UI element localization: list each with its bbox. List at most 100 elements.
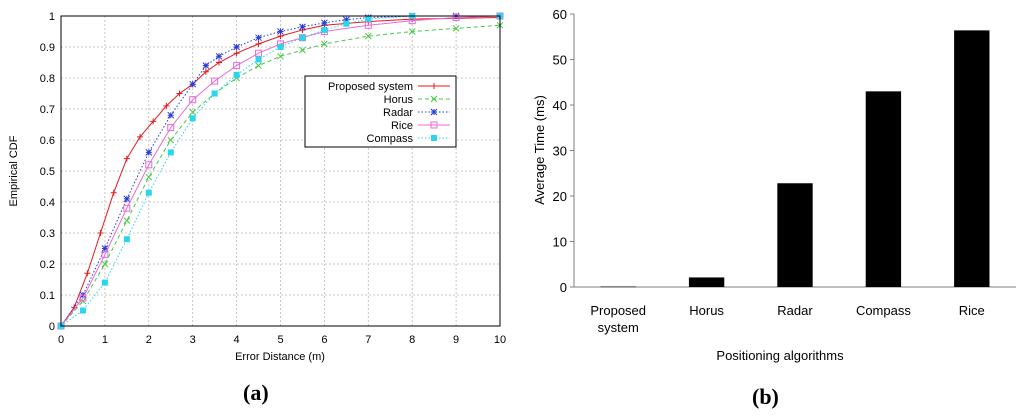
cdf-point-proposed-system bbox=[110, 189, 117, 196]
cdf-point-radar bbox=[202, 62, 210, 69]
cdf-x-tick-label: 8 bbox=[409, 334, 415, 346]
cdf-x-axis-label: Error Distance (m) bbox=[235, 351, 325, 363]
cdf-point-radar bbox=[101, 245, 109, 252]
cdf-point-radar bbox=[145, 149, 153, 156]
cdf-legend-marker-radar bbox=[430, 108, 438, 116]
cdf-point-rice bbox=[189, 96, 197, 104]
cdf-point-proposed-system bbox=[84, 270, 91, 277]
cdf-point-proposed-system bbox=[202, 68, 209, 75]
cdf-point-rice bbox=[145, 161, 153, 169]
cdf-point-proposed-system bbox=[176, 90, 183, 97]
cdf-point-compass bbox=[233, 71, 240, 78]
bar-category-label: Compass bbox=[856, 303, 911, 318]
bar-y-axis-label: Average Time (ms) bbox=[532, 95, 547, 205]
cdf-x-tick-label: 7 bbox=[365, 334, 371, 346]
bar-category-label: Proposed system bbox=[590, 303, 646, 335]
cdf-point-compass bbox=[365, 16, 372, 23]
cdf-point-radar bbox=[321, 19, 328, 27]
cdf-point-proposed-system bbox=[123, 155, 130, 162]
cdf-legend-label-compass: Compass bbox=[367, 133, 414, 145]
cdf-y-tick-label: 1 bbox=[49, 11, 55, 23]
cdf-point-compass bbox=[299, 34, 306, 41]
cdf-x-tick-label: 2 bbox=[146, 334, 152, 346]
cdf-point-rice bbox=[364, 21, 372, 29]
cdf-point-proposed-system bbox=[150, 118, 157, 125]
cdf-legend-marker-compass bbox=[431, 135, 437, 141]
cdf-x-tick-label: 6 bbox=[321, 334, 327, 346]
cdf-point-horus bbox=[255, 62, 262, 69]
cdf-point-compass bbox=[101, 279, 108, 286]
time-bar-chart: 0 10 20 30 40 50 60 Proposed system Horus Radar Com… bbox=[532, 7, 1016, 363]
cdf-line-proposed-system bbox=[60, 17, 501, 327]
cdf-point-radar bbox=[215, 52, 223, 60]
cdf-point-horus bbox=[101, 260, 109, 268]
cdf-point-radar bbox=[277, 28, 284, 35]
cdf-legend-label-proposed-system: Proposed system bbox=[328, 81, 413, 93]
cdf-point-radar bbox=[233, 43, 240, 51]
cdf-point-horus bbox=[277, 52, 284, 60]
cdf-point-proposed-system bbox=[216, 59, 223, 66]
cdf-y-tick-label: 0.9 bbox=[40, 42, 55, 54]
cdf-line-compass bbox=[60, 15, 500, 327]
cdf-point-compass bbox=[211, 90, 218, 97]
cdf-point-radar bbox=[299, 23, 306, 31]
cdf-point-compass bbox=[123, 236, 130, 243]
cdf-point-rice bbox=[101, 251, 109, 259]
cdf-point-radar bbox=[255, 34, 262, 42]
cdf-line-horus bbox=[60, 24, 501, 327]
cdf-point-proposed-system bbox=[233, 50, 240, 57]
bar-y-tick-label: 20 bbox=[553, 189, 567, 204]
cdf-x-tick-label: 9 bbox=[453, 334, 459, 346]
cdf-point-rice bbox=[255, 49, 263, 57]
panel-label-a: (a) bbox=[243, 380, 269, 405]
cdf-y-tick-label: 0 bbox=[49, 321, 55, 333]
cdf-y-tick-label: 0.7 bbox=[40, 104, 55, 116]
cdf-line-rice bbox=[60, 15, 501, 327]
cdf-y-tick-label: 0.6 bbox=[40, 135, 55, 147]
cdf-grid bbox=[60, 15, 501, 327]
cdf-legend-label-rice: Rice bbox=[391, 120, 413, 132]
bar-y-tick-label: 40 bbox=[553, 98, 567, 113]
cdf-series-group bbox=[57, 12, 504, 330]
cdf-point-horus bbox=[145, 173, 153, 181]
cdf-point-compass bbox=[145, 189, 152, 196]
cdf-point-proposed-system bbox=[163, 102, 170, 109]
cdf-point-compass bbox=[343, 20, 350, 27]
bar-horus bbox=[688, 277, 725, 287]
cdf-point-radar bbox=[342, 16, 350, 24]
cdf-x-tick-label: 3 bbox=[190, 334, 196, 346]
cdf-point-compass bbox=[255, 56, 262, 63]
bar-x-axis-label: Positioning algorithms bbox=[716, 348, 844, 363]
bar-radar bbox=[777, 183, 813, 287]
panel-label-b: (b) bbox=[752, 384, 779, 409]
bar-proposed-system bbox=[600, 286, 636, 288]
cdf-tick-labels: 0 1 2 3 4 5 6 7 8 9 10 0 0.1 0.2 0.3 0.4 0.5 0.6 0.7 0.8 0.9… bbox=[40, 11, 506, 346]
cdf-point-compass bbox=[277, 44, 284, 50]
cdf-legend-label-radar: Radar bbox=[383, 107, 413, 119]
cdf-point-horus bbox=[321, 40, 328, 48]
cdf-point-horus bbox=[189, 108, 197, 116]
cdf-point-proposed-system bbox=[137, 133, 144, 140]
cdf-x-tick-label: 5 bbox=[277, 334, 283, 346]
bar-tick-labels: 0 10 20 30 40 50 60 Proposed system Horus Radar Com… bbox=[553, 7, 985, 335]
cdf-y-tick-label: 0.2 bbox=[40, 259, 55, 271]
cdf-y-tick-label: 0.4 bbox=[40, 197, 55, 209]
cdf-legend-marker-horus bbox=[430, 95, 438, 103]
cdf-point-rice bbox=[452, 14, 460, 22]
cdf-x-tick-label: 4 bbox=[234, 334, 240, 346]
cdf-legend-label-horus: Horus bbox=[384, 94, 414, 106]
bar-series-group bbox=[600, 30, 990, 288]
cdf-legend-marker-proposed-system bbox=[431, 83, 437, 89]
cdf-point-horus bbox=[408, 28, 416, 35]
cdf-point-rice bbox=[167, 124, 175, 132]
cdf-chart: 0 1 2 3 4 5 6 7 8 9 10 0 0.1 0.2 0.3 0.4 0.5 0.6 0.7 0.8 0.9… bbox=[8, 11, 506, 363]
cdf-point-rice bbox=[79, 294, 87, 302]
cdf-point-radar bbox=[189, 80, 197, 88]
cdf-y-tick-label: 0.5 bbox=[40, 166, 55, 178]
cdf-x-tick-label: 1 bbox=[102, 334, 108, 346]
bar-y-tick-label: 30 bbox=[553, 144, 567, 159]
cdf-point-horus bbox=[452, 25, 460, 32]
cdf-point-radar bbox=[123, 195, 131, 203]
bar-category-label: Horus bbox=[689, 303, 724, 318]
